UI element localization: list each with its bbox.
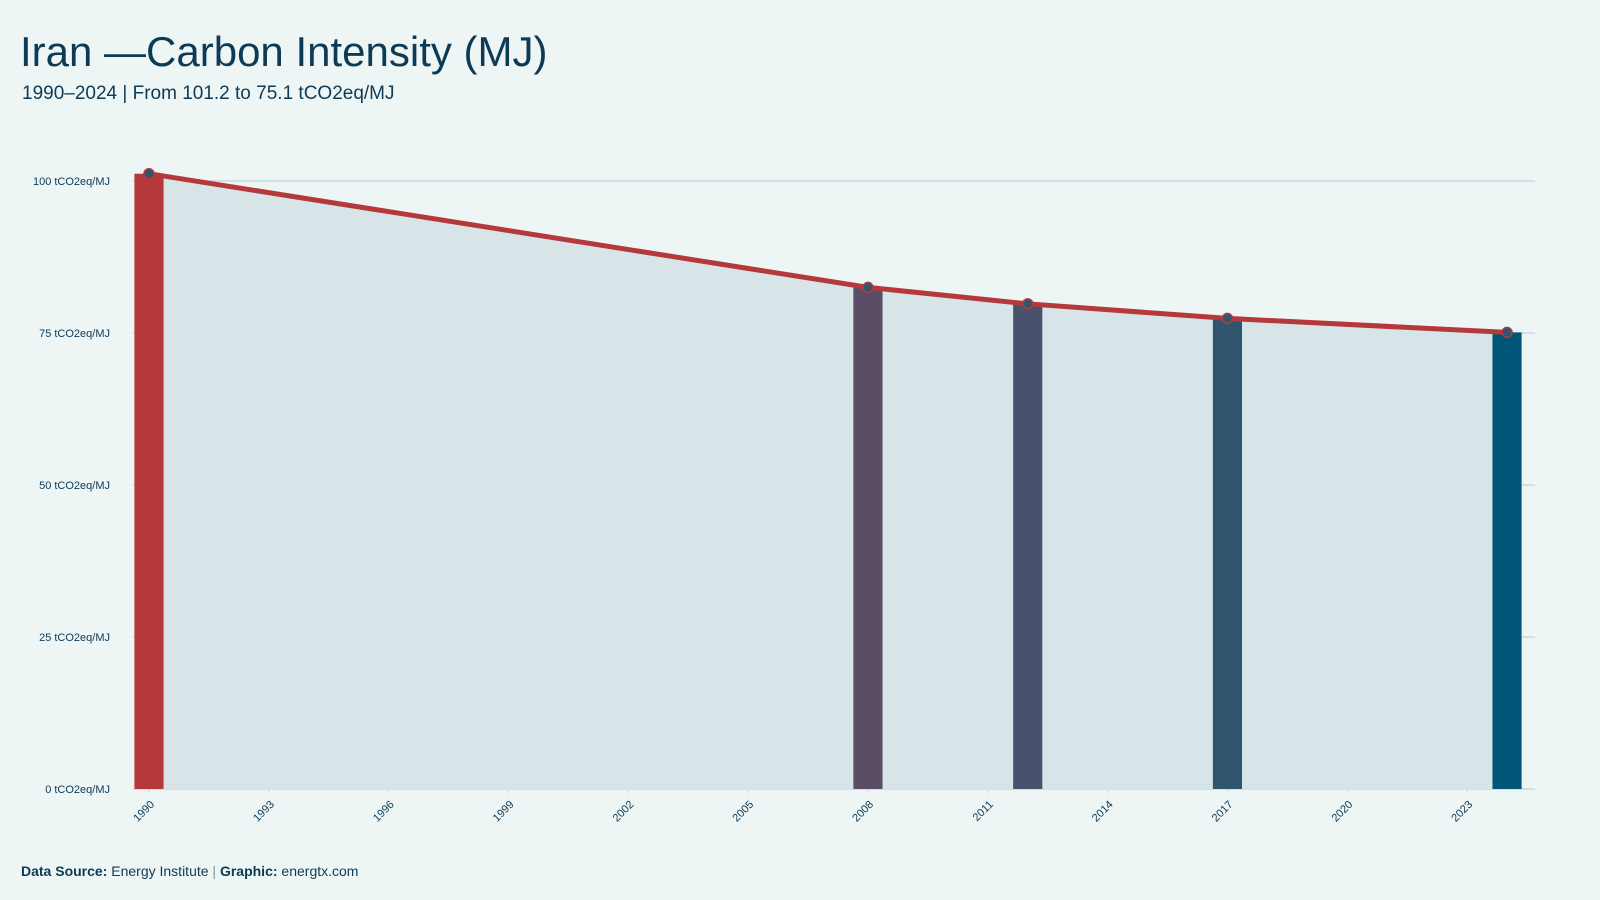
bar	[1212, 318, 1243, 789]
bar	[1013, 303, 1043, 789]
x-tick-label: 1999	[491, 799, 517, 825]
point	[1221, 312, 1234, 325]
y-tick-label: 25 tCO2eq/MJ	[39, 632, 110, 644]
point	[1021, 298, 1034, 310]
bar	[134, 173, 164, 790]
x-tick-label: 2011	[971, 799, 996, 824]
x-tick-label: 2005	[730, 799, 756, 825]
area	[148, 173, 1508, 790]
x-tick-label: 1993	[251, 799, 277, 825]
x-tick-label: 2017	[1210, 799, 1236, 825]
credit: energtx.com	[281, 863, 358, 879]
bar	[853, 287, 883, 789]
source: Energy Institute	[111, 863, 208, 879]
x-tick-label: 2020	[1330, 799, 1356, 825]
x-tick-label: 2014	[1090, 799, 1116, 825]
y-tick-label: 0 tCO2eq/MJ	[45, 784, 110, 796]
y-tick-label: 50 tCO2eq/MJ	[39, 480, 110, 492]
credit-label: Graphic:	[220, 863, 278, 879]
footer: Data Source: Energy Institute | Graphic:…	[21, 863, 358, 879]
source-label: Data Source:	[21, 863, 107, 879]
point	[1501, 326, 1513, 339]
x-tick-label: 1996	[371, 799, 397, 825]
point	[143, 167, 155, 180]
chart-title: Iran —Carbon Intensity (MJ)	[20, 28, 548, 75]
chart-subtitle: 1990–2024 | From 101.2 to 75.1 tCO2eq/MJ	[22, 83, 395, 104]
x-tick-label: 2023	[1449, 799, 1475, 825]
x-tick-label: 1990	[131, 799, 157, 825]
point	[862, 281, 874, 294]
y-tick-label: 100 tCO2eq/MJ	[33, 176, 110, 188]
x-tick-label: 2002	[611, 799, 637, 825]
x-tick-label: 2008	[850, 799, 876, 825]
bar	[1492, 332, 1522, 789]
separator: |	[212, 863, 216, 879]
y-tick-label: 75 tCO2eq/MJ	[39, 328, 110, 340]
